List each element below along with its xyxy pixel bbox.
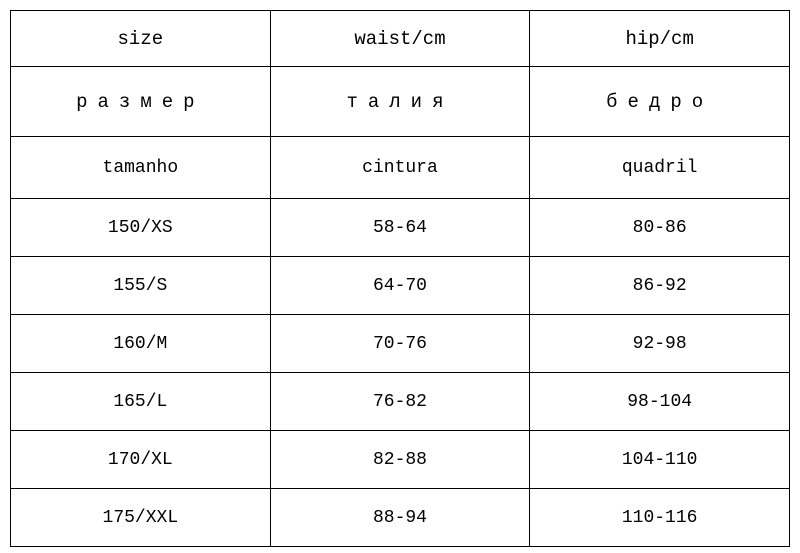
table-row: 165/L 76-82 98-104 — [11, 373, 790, 431]
cell-waist: 64-70 — [270, 257, 530, 315]
header-hip-en: hip/cm — [530, 11, 790, 67]
header-waist-ru: талия — [270, 67, 530, 137]
cell-waist: 88-94 — [270, 489, 530, 547]
cell-waist: 82-88 — [270, 431, 530, 489]
cell-size: 170/XL — [11, 431, 271, 489]
table-row: 170/XL 82-88 104-110 — [11, 431, 790, 489]
cell-size: 160/M — [11, 315, 271, 373]
cell-hip: 86-92 — [530, 257, 790, 315]
size-chart-table: size waist/cm hip/cm размер талия бедро … — [10, 10, 790, 547]
header-waist-en: waist/cm — [270, 11, 530, 67]
cell-hip: 110-116 — [530, 489, 790, 547]
header-row-portuguese: tamanho cintura quadril — [11, 137, 790, 199]
header-size-ru: размер — [11, 67, 271, 137]
header-row-russian: размер талия бедро — [11, 67, 790, 137]
header-hip-pt: quadril — [530, 137, 790, 199]
cell-hip: 80-86 — [530, 199, 790, 257]
table-row: 155/S 64-70 86-92 — [11, 257, 790, 315]
cell-hip: 98-104 — [530, 373, 790, 431]
table-row: 160/M 70-76 92-98 — [11, 315, 790, 373]
cell-waist: 70-76 — [270, 315, 530, 373]
cell-waist: 58-64 — [270, 199, 530, 257]
header-waist-pt: cintura — [270, 137, 530, 199]
cell-size: 150/XS — [11, 199, 271, 257]
header-row-english: size waist/cm hip/cm — [11, 11, 790, 67]
table-row: 175/XXL 88-94 110-116 — [11, 489, 790, 547]
header-size-pt: tamanho — [11, 137, 271, 199]
cell-size: 165/L — [11, 373, 271, 431]
cell-hip: 104-110 — [530, 431, 790, 489]
header-size-en: size — [11, 11, 271, 67]
cell-waist: 76-82 — [270, 373, 530, 431]
header-hip-ru: бедро — [530, 67, 790, 137]
cell-size: 155/S — [11, 257, 271, 315]
table-row: 150/XS 58-64 80-86 — [11, 199, 790, 257]
cell-hip: 92-98 — [530, 315, 790, 373]
cell-size: 175/XXL — [11, 489, 271, 547]
